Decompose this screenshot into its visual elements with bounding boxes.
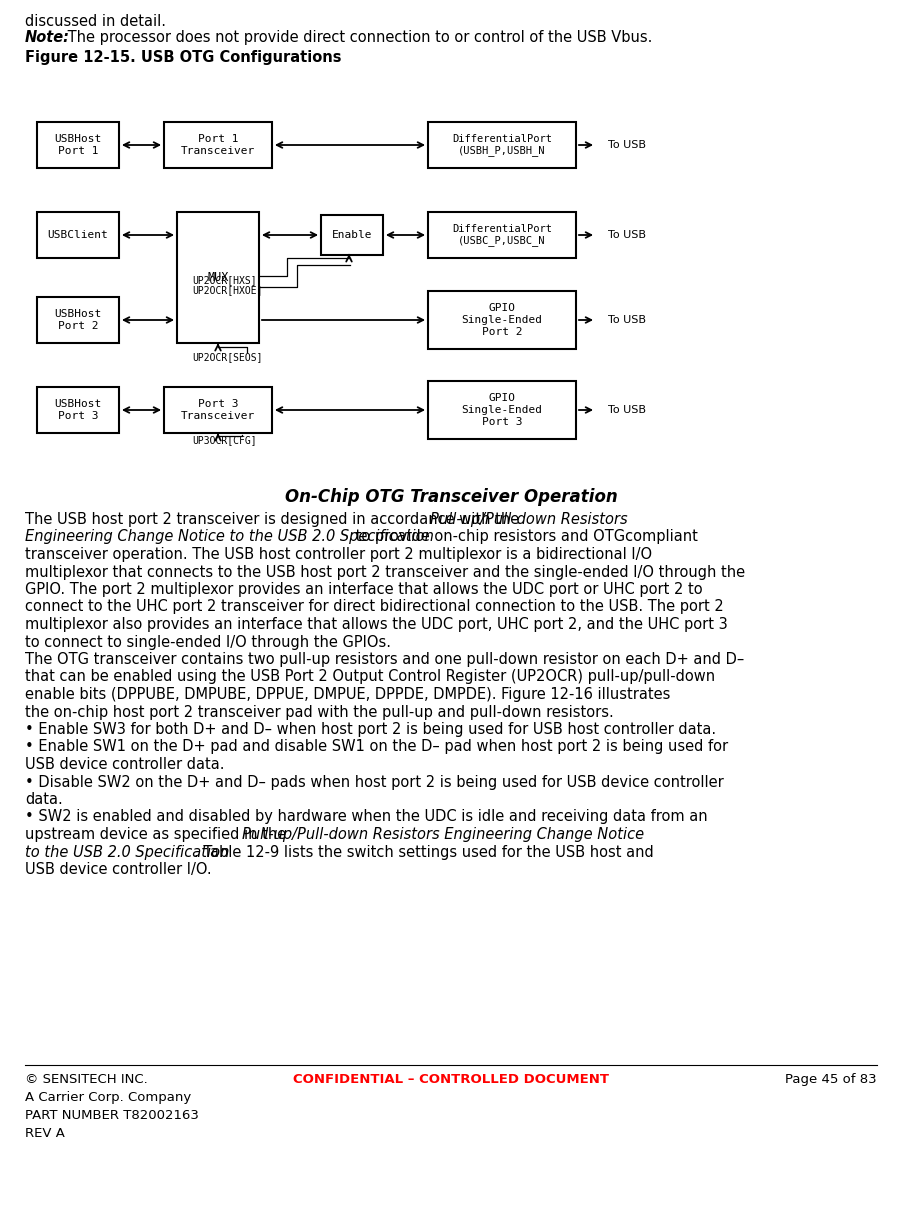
Text: On-Chip OTG Transceiver Operation: On-Chip OTG Transceiver Operation [285,488,617,506]
Bar [428,212,576,258]
Bar [428,290,576,349]
Text: . Table 12-9 lists the switch settings used for the USB host and: . Table 12-9 lists the switch settings u… [194,845,654,859]
Text: UP3OCR[CFG]: UP3OCR[CFG] [192,435,257,445]
Text: upstream device as specified in the: upstream device as specified in the [25,827,290,842]
Bar [177,212,259,343]
Bar [37,122,119,167]
Text: Note:: Note: [25,30,70,45]
Text: • SW2 is enabled and disabled by hardware when the UDC is idle and receiving dat: • SW2 is enabled and disabled by hardwar… [25,810,708,824]
Text: USBClient: USBClient [48,230,108,240]
Text: UP2OCR[SEOS]: UP2OCR[SEOS] [192,352,262,361]
Text: A Carrier Corp. Company: A Carrier Corp. Company [25,1091,191,1104]
Text: Engineering Change Notice to the USB 2.0 Specification: Engineering Change Notice to the USB 2.0… [25,529,434,545]
Text: Port 1
Transceiver: Port 1 Transceiver [181,134,255,155]
Bar [164,122,272,167]
Text: Enable: Enable [332,230,373,240]
Text: • Enable SW1 on the D+ pad and disable SW1 on the D– pad when host port 2 is bei: • Enable SW1 on the D+ pad and disable S… [25,740,728,754]
Text: to provide on-chip resistors and OTGcompliant: to provide on-chip resistors and OTGcomp… [351,529,698,545]
Text: connect to the UHC port 2 transceiver for direct bidirectional connection to the: connect to the UHC port 2 transceiver fo… [25,600,723,615]
Text: To USB: To USB [608,230,646,240]
Text: Figure 12-15. USB OTG Configurations: Figure 12-15. USB OTG Configurations [25,49,342,65]
Bar [37,387,119,433]
Text: the on-chip host port 2 transceiver pad with the pull-up and pull-down resistors: the on-chip host port 2 transceiver pad … [25,705,613,719]
Bar [428,381,576,439]
Text: UP2OCR[HXOE]: UP2OCR[HXOE] [192,286,262,295]
Text: multiplexor that connects to the USB host port 2 transceiver and the single-ende: multiplexor that connects to the USB hos… [25,564,745,580]
Text: • Disable SW2 on the D+ and D– pads when host port 2 is being used for USB devic: • Disable SW2 on the D+ and D– pads when… [25,775,723,789]
Text: • Enable SW3 for both D+ and D– when host port 2 is being used for USB host cont: • Enable SW3 for both D+ and D– when hos… [25,722,716,737]
Text: CONFIDENTIAL – CONTROLLED DOCUMENT: CONFIDENTIAL – CONTROLLED DOCUMENT [293,1072,609,1086]
Text: USB device controller I/O.: USB device controller I/O. [25,862,212,877]
Bar [37,212,119,258]
Bar [428,122,576,167]
Text: DifferentialPort
(USBH_P,USBH_N: DifferentialPort (USBH_P,USBH_N [452,134,552,157]
Text: discussed in detail.: discussed in detail. [25,14,166,29]
Bar [321,214,383,255]
Text: multiplexor also provides an interface that allows the UDC port, UHC port 2, and: multiplexor also provides an interface t… [25,617,728,631]
Text: © SENSITECH INC.: © SENSITECH INC. [25,1072,148,1086]
Bar [37,296,119,343]
Text: REV A: REV A [25,1127,65,1140]
Text: transceiver operation. The USB host controller port 2 multiplexor is a bidirecti: transceiver operation. The USB host cont… [25,547,652,562]
Text: USB device controller data.: USB device controller data. [25,757,225,772]
Text: GPIO. The port 2 multiplexor provides an interface that allows the UDC port or U: GPIO. The port 2 multiplexor provides an… [25,582,703,596]
Text: that can be enabled using the USB Port 2 Output Control Register (UP2OCR) pull-u: that can be enabled using the USB Port 2… [25,670,715,684]
Text: GPIO
Single-Ended
Port 2: GPIO Single-Ended Port 2 [462,304,542,336]
Text: Port 3
Transceiver: Port 3 Transceiver [181,399,255,421]
Text: The USB host port 2 transceiver is designed in accordance with the: The USB host port 2 transceiver is desig… [25,512,524,527]
Text: Page 45 of 83: Page 45 of 83 [786,1072,877,1086]
Bar [164,387,272,433]
Text: To USB: To USB [608,140,646,149]
Text: To USB: To USB [608,405,646,415]
Text: data.: data. [25,792,63,807]
Text: UP2OCR[HXS]: UP2OCR[HXS] [192,275,257,286]
Text: USBHost
Port 3: USBHost Port 3 [54,399,102,421]
Text: to connect to single-ended I/O through the GPIOs.: to connect to single-ended I/O through t… [25,635,391,649]
Text: MUX: MUX [207,271,229,284]
Text: USBHost
Port 1: USBHost Port 1 [54,134,102,155]
Text: The processor does not provide direct connection to or control of the USB Vbus.: The processor does not provide direct co… [63,30,652,45]
Text: Pull-up/Pull-down Resistors: Pull-up/Pull-down Resistors [429,512,627,527]
Text: USBHost
Port 2: USBHost Port 2 [54,310,102,331]
Text: DifferentialPort
(USBC_P,USBC_N: DifferentialPort (USBC_P,USBC_N [452,224,552,246]
Text: To USB: To USB [608,315,646,325]
Text: enable bits (DPPUBE, DMPUBE, DPPUE, DMPUE, DPPDE, DMPDE). Figure 12-16 illustrat: enable bits (DPPUBE, DMPUBE, DPPUE, DMPU… [25,687,670,703]
Text: The OTG transceiver contains two pull-up resistors and one pull-down resistor on: The OTG transceiver contains two pull-up… [25,652,744,668]
Text: to the USB 2.0 Specification: to the USB 2.0 Specification [25,845,229,859]
Text: GPIO
Single-Ended
Port 3: GPIO Single-Ended Port 3 [462,393,542,427]
Text: Pull-up/Pull-down Resistors Engineering Change Notice: Pull-up/Pull-down Resistors Engineering … [243,827,644,842]
Text: PART NUMBER T82002163: PART NUMBER T82002163 [25,1109,198,1122]
